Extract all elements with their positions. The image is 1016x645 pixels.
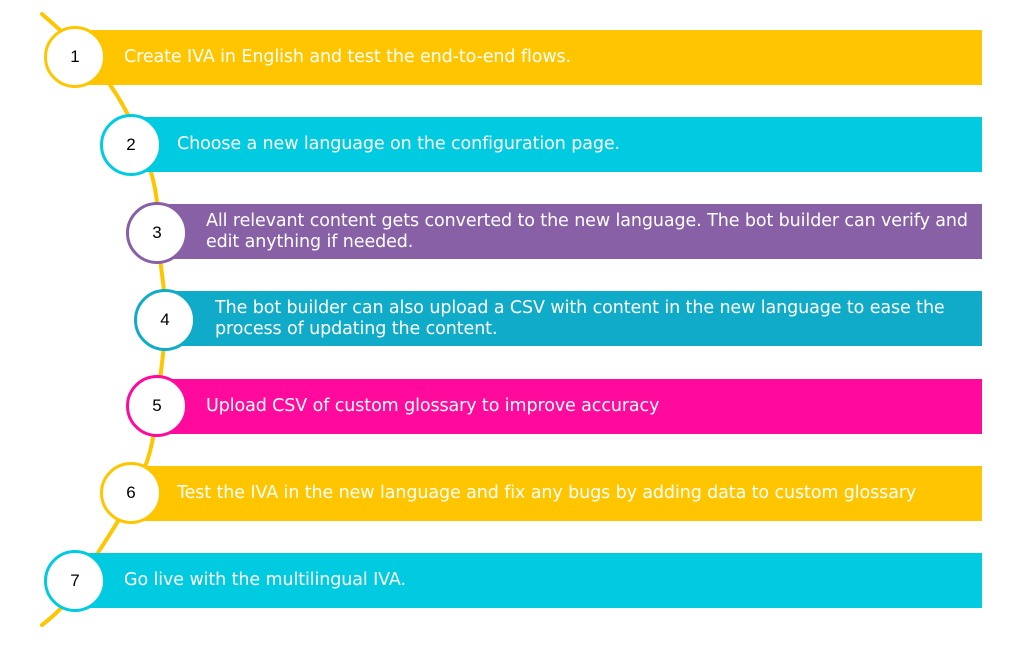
step-2-circle: 2 (100, 114, 162, 176)
step-2-bar: Choose a new language on the configurati… (132, 117, 982, 172)
step-6-text: Test the IVA in the new language and fix… (177, 483, 917, 503)
step-3-number: 3 (152, 223, 162, 242)
step-7-circle: 7 (44, 550, 106, 612)
step-1-circle: 1 (44, 26, 106, 88)
step-2-text: Choose a new language on the configurati… (177, 134, 620, 154)
step-1-text: Create IVA in English and test the end-t… (124, 47, 572, 67)
step-4-number: 4 (160, 310, 170, 329)
step-4-text: The bot builder can also upload a CSV wi… (215, 297, 945, 339)
step-7-number: 7 (70, 571, 80, 590)
step-5-text: Upload CSV of custom glossary to improve… (206, 396, 660, 416)
step-6-bar: Test the IVA in the new language and fix… (132, 466, 982, 521)
step-2-number: 2 (126, 135, 136, 154)
step-6-number: 6 (126, 483, 136, 502)
step-7-text: Go live with the multilingual IVA. (124, 570, 406, 590)
step-3-bar: All relevant content gets converted to t… (158, 204, 982, 259)
step-1-number: 1 (70, 47, 80, 66)
step-3-circle: 3 (126, 202, 188, 264)
step-5-circle: 5 (126, 375, 188, 437)
step-4-circle: 4 (134, 289, 196, 351)
step-6-circle: 6 (100, 462, 162, 524)
step-5-bar: Upload CSV of custom glossary to improve… (158, 379, 982, 434)
step-5-number: 5 (152, 396, 162, 415)
step-1-bar: Create IVA in English and test the end-t… (74, 30, 982, 85)
step-3-text: All relevant content gets converted to t… (206, 210, 968, 252)
step-4-bar: The bot builder can also upload a CSV wi… (166, 291, 982, 346)
step-7-bar: Go live with the multilingual IVA. (74, 553, 982, 608)
